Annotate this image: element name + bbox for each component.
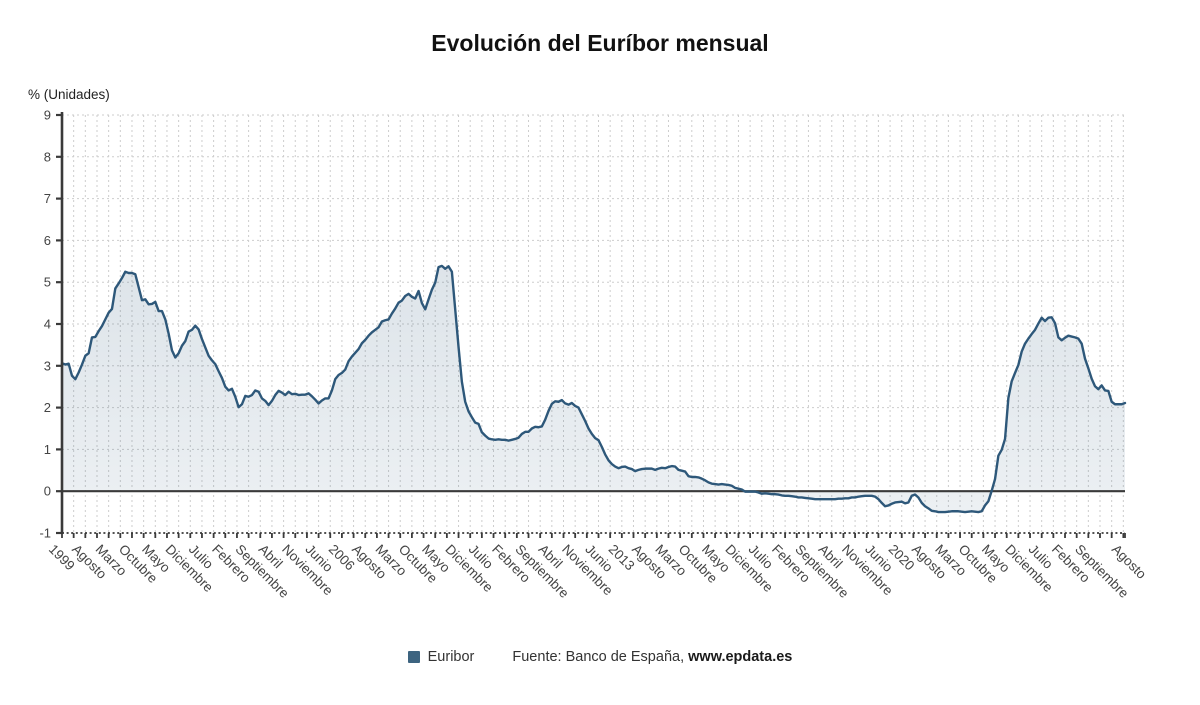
y-tick-label: -1 [39,526,51,541]
y-axis-unit-label: % (Unidades) [28,87,110,102]
y-axis [56,112,64,535]
y-tick-label: 0 [44,484,51,499]
y-axis-labels: 9 8 7 6 5 4 3 2 1 0 -1 [39,108,51,541]
legend-swatch-euribor [407,651,420,663]
source-prefix: Fuente: Banco de España, [512,649,689,665]
legend-series-label: Euribor [427,649,475,665]
y-tick-label: 6 [44,233,51,248]
legend-row: Euribor Fuente: Banco de España, www.epd… [0,649,1200,665]
y-tick-label: 9 [44,108,51,123]
source-text: Fuente: Banco de España, www.epdata.es [512,649,792,665]
y-tick-label: 3 [44,358,51,373]
y-tick-label: 4 [44,317,51,332]
chart-title: Evolución del Euríbor mensual [431,30,769,56]
y-tick-label: 2 [44,400,51,415]
y-tick-label: 7 [44,191,51,206]
y-tick-label: 1 [44,442,51,457]
x-axis-labels: 1999AgostoMarzoOctubreMayoDiciembreJulio… [46,542,1149,601]
source-site: www.epdata.es [688,649,793,665]
y-tick-label: 5 [44,275,51,290]
series-line-euribor [60,264,1127,514]
y-tick-label: 8 [44,149,51,164]
x-tick-label: 1999 [46,542,78,574]
area-fill [62,265,1125,513]
x-axis [61,532,1126,538]
